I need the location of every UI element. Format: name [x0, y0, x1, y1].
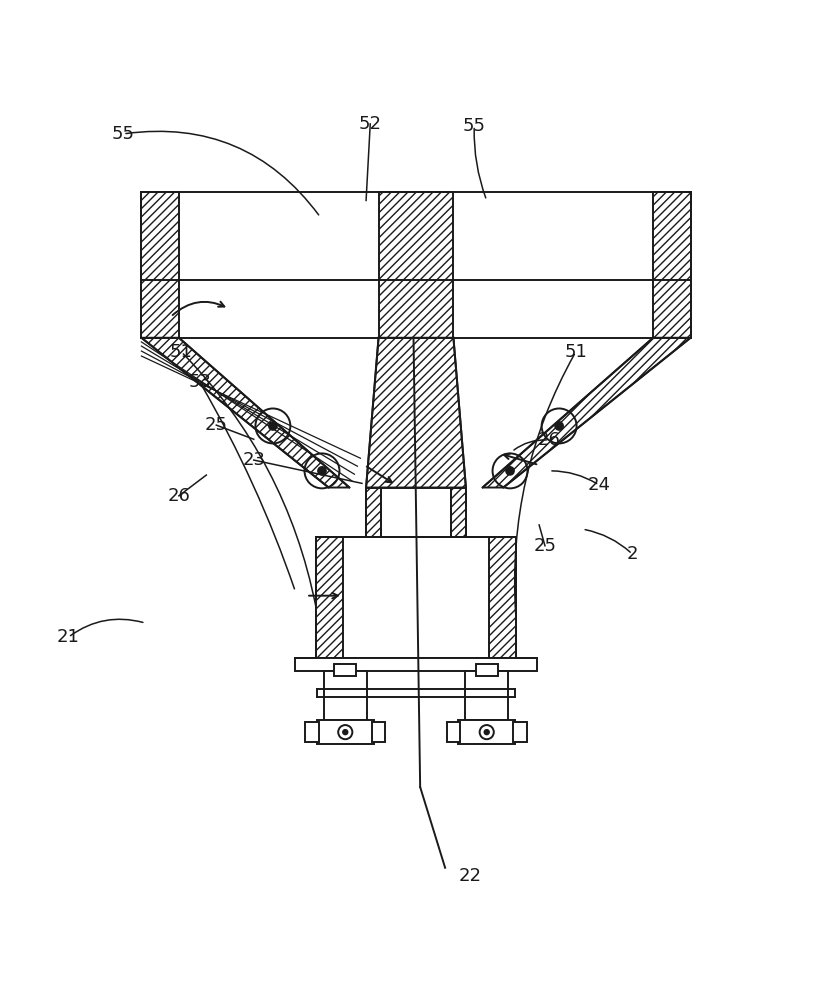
Text: 26: 26: [537, 431, 561, 449]
Bar: [305, 722, 319, 742]
Text: 22: 22: [458, 867, 482, 885]
Bar: [317, 720, 374, 744]
Bar: [372, 722, 385, 742]
Bar: [476, 664, 498, 676]
Polygon shape: [453, 338, 653, 488]
Bar: [447, 722, 460, 742]
Circle shape: [269, 422, 277, 430]
Bar: [458, 720, 515, 744]
Circle shape: [555, 422, 563, 430]
Text: 25: 25: [205, 416, 228, 434]
Circle shape: [318, 467, 326, 475]
Bar: [513, 722, 527, 742]
Bar: [179, 192, 379, 280]
Bar: [489, 537, 516, 658]
Text: 51: 51: [564, 343, 587, 361]
Text: 53: 53: [188, 373, 211, 391]
Text: 21: 21: [57, 628, 80, 646]
Text: 55: 55: [463, 117, 486, 135]
Bar: [324, 671, 367, 720]
Bar: [141, 192, 179, 338]
Polygon shape: [141, 338, 349, 488]
Bar: [179, 280, 379, 338]
Text: 51: 51: [170, 343, 193, 361]
Polygon shape: [483, 338, 691, 488]
Text: 52: 52: [359, 115, 382, 133]
Text: 26: 26: [167, 487, 191, 505]
Bar: [381, 488, 451, 537]
Circle shape: [484, 730, 489, 735]
Text: 23: 23: [242, 451, 265, 469]
Bar: [379, 192, 453, 338]
Bar: [451, 488, 466, 537]
Text: 25: 25: [533, 537, 557, 555]
Circle shape: [343, 730, 348, 735]
Circle shape: [506, 467, 514, 475]
Text: 2: 2: [626, 545, 638, 563]
Bar: [343, 537, 489, 658]
Bar: [653, 192, 691, 338]
Polygon shape: [366, 338, 466, 488]
Text: 55: 55: [111, 125, 135, 143]
Bar: [334, 664, 356, 676]
Bar: [295, 658, 537, 671]
Text: 24: 24: [587, 476, 611, 494]
Bar: [316, 537, 343, 658]
Bar: [453, 280, 653, 338]
Polygon shape: [179, 338, 379, 488]
Bar: [453, 192, 653, 280]
Bar: [465, 671, 508, 720]
Bar: [366, 488, 381, 537]
